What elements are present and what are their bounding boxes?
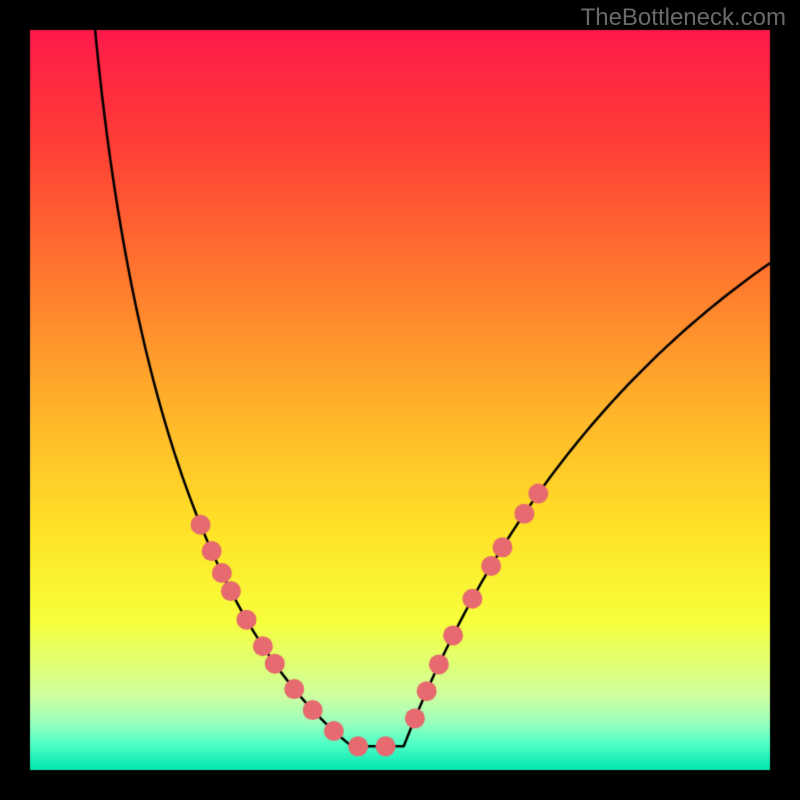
- chart-stage: TheBottleneck.com: [0, 0, 800, 800]
- bottleneck-curve-plot: [0, 0, 800, 800]
